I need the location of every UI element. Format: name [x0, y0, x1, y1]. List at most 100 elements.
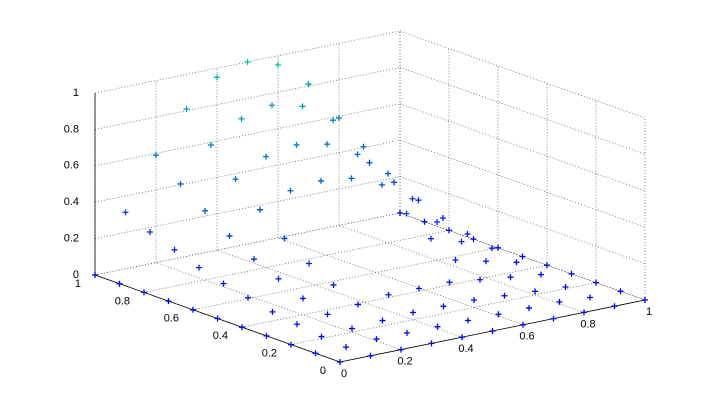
point — [410, 309, 416, 316]
grid-line — [94, 176, 401, 239]
z-tick-label: 1 — [73, 87, 79, 99]
grid-line — [94, 139, 401, 203]
point — [214, 74, 220, 81]
point — [275, 275, 282, 282]
point — [214, 315, 221, 322]
point — [288, 341, 294, 348]
point — [465, 317, 471, 324]
point — [318, 177, 324, 184]
point — [470, 236, 477, 243]
grid-line — [399, 139, 646, 228]
point — [520, 321, 526, 328]
grid-line — [399, 30, 646, 119]
point — [239, 324, 245, 331]
grid-line — [94, 103, 401, 167]
point — [409, 195, 416, 202]
x-tick-label: 1 — [646, 306, 652, 318]
z-tick-label: 0.4 — [64, 196, 79, 208]
point — [403, 210, 410, 217]
grid-line — [277, 237, 524, 326]
point — [415, 197, 422, 204]
y-tick-label: 1 — [75, 278, 81, 290]
point — [513, 259, 520, 266]
point — [404, 329, 410, 336]
point — [562, 283, 569, 290]
x-tick-label: 0.2 — [397, 356, 412, 368]
point — [477, 276, 483, 283]
grid-line — [94, 67, 401, 130]
point — [459, 334, 465, 341]
point — [501, 292, 508, 299]
y-tick-label: 0.8 — [115, 295, 130, 307]
point — [238, 115, 245, 122]
point — [349, 325, 355, 332]
point — [337, 359, 343, 365]
point — [593, 279, 599, 286]
point — [330, 117, 336, 124]
point — [452, 257, 459, 264]
point — [434, 218, 440, 225]
point — [440, 215, 446, 221]
point — [495, 244, 501, 251]
z-tick-label: 0.8 — [64, 123, 79, 135]
point — [538, 271, 544, 278]
point — [373, 336, 380, 343]
point — [281, 235, 288, 242]
point — [398, 346, 404, 353]
y-tick-label: 0.6 — [164, 313, 179, 325]
point — [385, 170, 391, 177]
point — [587, 294, 593, 301]
point — [251, 256, 257, 263]
grid-line — [143, 230, 450, 293]
point — [220, 280, 227, 287]
point — [305, 81, 312, 88]
point — [122, 209, 129, 216]
point — [183, 105, 190, 112]
point — [92, 272, 98, 278]
point — [379, 181, 385, 188]
y-tick-label: 0.2 — [262, 348, 277, 360]
point — [147, 229, 153, 235]
point — [244, 59, 251, 65]
point — [489, 245, 495, 252]
point — [257, 206, 263, 213]
grid-line — [94, 212, 401, 276]
point — [269, 308, 276, 315]
point — [391, 179, 397, 186]
point — [330, 281, 337, 288]
point — [263, 332, 270, 339]
point — [324, 311, 331, 318]
x-tick-label: 0.6 — [519, 331, 534, 343]
z-tick-label: 0.2 — [64, 233, 79, 245]
point — [434, 323, 441, 330]
point — [293, 141, 300, 148]
point — [171, 246, 178, 253]
grid-line — [192, 247, 499, 311]
point — [532, 288, 538, 295]
point — [318, 333, 325, 340]
point — [440, 303, 447, 310]
z-tick-label: 0.6 — [64, 160, 79, 172]
point — [550, 315, 557, 322]
point — [306, 260, 312, 267]
point — [360, 143, 367, 150]
grid-line — [94, 30, 401, 94]
grid-line — [290, 282, 597, 345]
point — [202, 207, 208, 214]
point — [208, 141, 214, 148]
point — [544, 262, 550, 269]
point — [428, 340, 435, 347]
point — [495, 311, 502, 318]
point — [226, 232, 233, 239]
point — [300, 295, 306, 302]
x-tick-label: 0 — [341, 368, 347, 380]
point — [458, 238, 465, 245]
point — [354, 151, 361, 158]
grid-line — [241, 264, 548, 328]
point — [446, 227, 452, 234]
point — [416, 285, 422, 292]
grid-line — [338, 225, 585, 313]
point — [581, 309, 587, 316]
